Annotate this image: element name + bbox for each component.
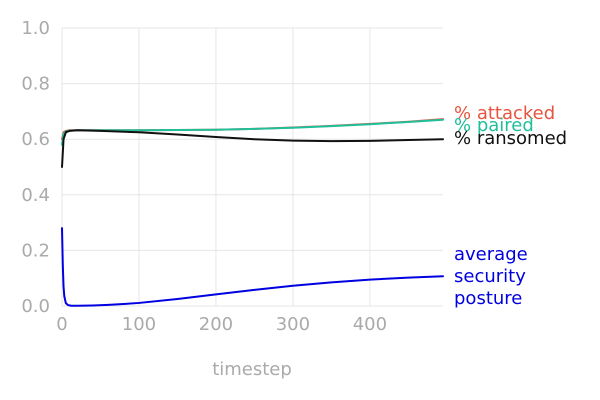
x-axis-title: timestep [212,359,292,380]
series-label-3: average security posture [454,244,528,309]
series-label-0: % attacked [454,103,555,124]
series-label-2: % ransomed [454,128,567,149]
series-label-1: % paired [454,115,534,136]
y-tick-label: 0.6 [21,129,50,150]
x-tick-label: 300 [276,314,310,335]
series-line-3 [61,227,444,307]
y-tick-label: 1.0 [21,18,50,39]
series-label-layer: % attacked% paired% ransomed average secur… [454,103,567,309]
x-tick-label: 400 [353,314,387,335]
x-tick-label: 200 [199,314,233,335]
y-tick-label: 0.4 [21,185,50,206]
y-tick-label: 0.8 [21,74,50,95]
grid-layer [61,27,443,307]
y-tick-label: 0.2 [21,240,50,261]
y-tick-label: 0.0 [21,296,50,317]
series-line-2 [61,129,444,168]
x-tick-label: 0 [56,314,67,335]
x-tick-label: 100 [122,314,156,335]
tick-layer: 0.0 0.2 0.4 0.6 0.8 1.0 0 100 200 300 400 [21,18,387,335]
series-layer [61,118,444,307]
